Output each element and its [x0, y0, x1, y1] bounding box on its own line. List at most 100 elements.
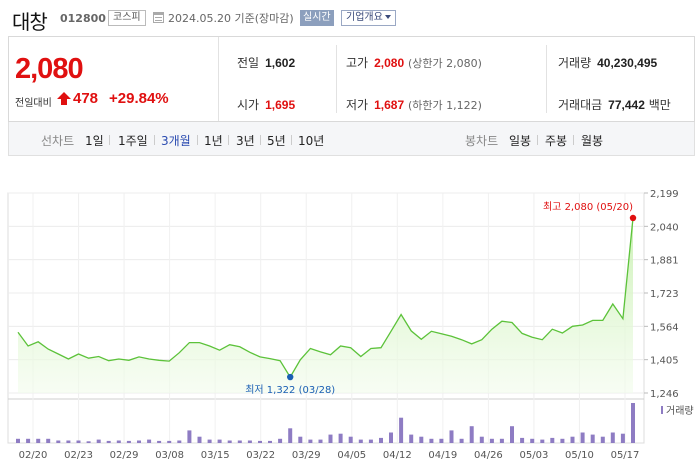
volume-bar	[489, 438, 494, 443]
calendar-icon	[153, 12, 164, 23]
volume-bar	[358, 439, 363, 443]
volume-bar	[520, 437, 525, 443]
x-tick-label: 02/29	[110, 450, 139, 461]
volume-bar	[86, 441, 91, 443]
company-info-dropdown[interactable]: 기업개요	[341, 10, 396, 26]
chart-grid	[7, 192, 648, 444]
candle-chart-label: 봉차트	[465, 134, 499, 148]
y-tick-label: 2,040	[650, 222, 679, 233]
candle-monthly-button[interactable]: 월봉	[581, 134, 604, 148]
x-tick-label: 03/08	[155, 450, 184, 461]
high-annotation: 최고 2,080 (05/20)	[543, 201, 633, 213]
volume-bar	[106, 440, 111, 443]
volume-legend-label: 거래량	[666, 405, 694, 417]
volume-bar	[308, 439, 313, 443]
x-tick-label: 03/15	[201, 450, 230, 461]
realtime-button[interactable]: 실시간	[300, 10, 334, 26]
low-marker	[287, 373, 294, 381]
volume-bar	[328, 434, 333, 443]
stock-name: 대창	[12, 10, 48, 34]
stock-header: 대창 012800 코스피 2024.05.20 기준(장마감) 실시간 기업개…	[0, 0, 695, 36]
volume-bar	[258, 440, 262, 443]
chart-annotations: 최고 2,080 (05/20) 최저 1,322 (03/28)	[245, 201, 637, 396]
price-chart: 2,199 2,040 1,881 1,723 1,564 1,405 1,246 02/2…	[7, 189, 694, 461]
volume-bar	[217, 439, 222, 443]
period-10y-button[interactable]: 10년	[298, 134, 325, 148]
open-cell: 시가 1,695	[237, 96, 295, 113]
y-tick-label: 1,881	[650, 256, 679, 267]
candle-weekly-button[interactable]: 주봉	[545, 134, 568, 148]
price-box: 2,080 전일대비 478 +29.84%	[9, 37, 219, 121]
volume-bar	[207, 439, 212, 443]
high-label: 고가	[346, 56, 369, 70]
volume-bar	[560, 438, 565, 443]
volume-label: 거래량	[558, 56, 592, 70]
period-1w-button[interactable]: 1주일	[118, 134, 148, 148]
chart-toolbar: 선차트 1일 1주일 3개월 1년 3년 5년 10년 봉차트 일봉 주봉 월봉	[8, 122, 695, 156]
separator	[291, 135, 292, 145]
volume-bar	[620, 433, 625, 443]
change-percent: +29.84%	[109, 90, 169, 107]
prev-close-value: 1,602	[265, 56, 296, 70]
open-value: 1,695	[265, 98, 296, 112]
volume-bar	[550, 437, 555, 443]
line-chart-label: 선차트	[41, 134, 75, 148]
volume-bar	[227, 440, 232, 443]
low-label: 저가	[346, 98, 369, 112]
plot-frame	[7, 192, 645, 444]
x-tick-label: 04/26	[474, 450, 503, 461]
volume-bar	[590, 434, 595, 443]
y-tick-label: 1,246	[650, 389, 679, 400]
stock-code: 012800	[60, 12, 106, 25]
volume-bar	[338, 433, 343, 443]
volume-bar	[36, 438, 41, 443]
current-price: 2,080	[15, 53, 84, 85]
volume-bar	[187, 430, 192, 443]
period-3y-button[interactable]: 3년	[236, 134, 255, 148]
volume-bar	[600, 436, 605, 443]
amount-label: 거래대금	[558, 98, 603, 112]
x-tick-label: 05/03	[520, 450, 549, 461]
volume-bar	[318, 439, 323, 443]
period-1d-button[interactable]: 1일	[85, 134, 104, 148]
x-tick-label: 03/29	[292, 450, 321, 461]
period-3m-button[interactable]: 3개월	[161, 134, 191, 148]
separator	[260, 135, 261, 145]
volume-bar	[459, 438, 464, 443]
volume-bar	[389, 432, 393, 443]
x-tick-label: 04/05	[337, 450, 366, 461]
price-area	[18, 218, 633, 393]
volume-bar	[177, 440, 182, 443]
volume-bar	[167, 440, 172, 443]
divider	[336, 45, 337, 113]
change-label: 전일대비	[15, 98, 52, 109]
volume-bar	[298, 436, 303, 443]
volume-bar	[409, 434, 414, 443]
volume-bar	[66, 440, 71, 443]
volume-bar	[197, 436, 202, 443]
volume-bar	[379, 437, 383, 443]
candle-daily-button[interactable]: 일봉	[509, 134, 532, 148]
high-cell: 고가 2,080 (상한가 2,080)	[346, 54, 482, 71]
volume-bar	[26, 438, 31, 443]
volume-bar	[247, 440, 252, 443]
separator	[537, 135, 538, 145]
volume-bar	[96, 439, 101, 443]
x-axis-labels: 02/20 02/23 02/29 03/08 03/15 03/22 03/29 04/05…	[19, 450, 640, 461]
x-tick-label: 04/19	[428, 450, 457, 461]
upper-limit-arrow-icon	[57, 92, 71, 105]
quote-panel: 2,080 전일대비 478 +29.84% 전일 1,602 시가 1,695 고…	[8, 36, 695, 122]
prev-close-cell: 전일 1,602	[237, 54, 295, 71]
volume-bar	[137, 440, 141, 443]
prev-close-label: 전일	[237, 56, 260, 70]
market-badge: 코스피	[108, 10, 146, 26]
company-info-label: 기업개요	[346, 12, 383, 23]
amount-unit: 백만	[648, 98, 671, 112]
period-5y-button[interactable]: 5년	[267, 134, 286, 148]
x-tick-label: 04/12	[383, 450, 412, 461]
volume-bar	[580, 432, 585, 443]
separator	[573, 135, 574, 145]
period-1y-button[interactable]: 1년	[204, 134, 223, 148]
lower-limit: (하한가 1,122)	[407, 99, 482, 112]
separator	[154, 135, 155, 145]
